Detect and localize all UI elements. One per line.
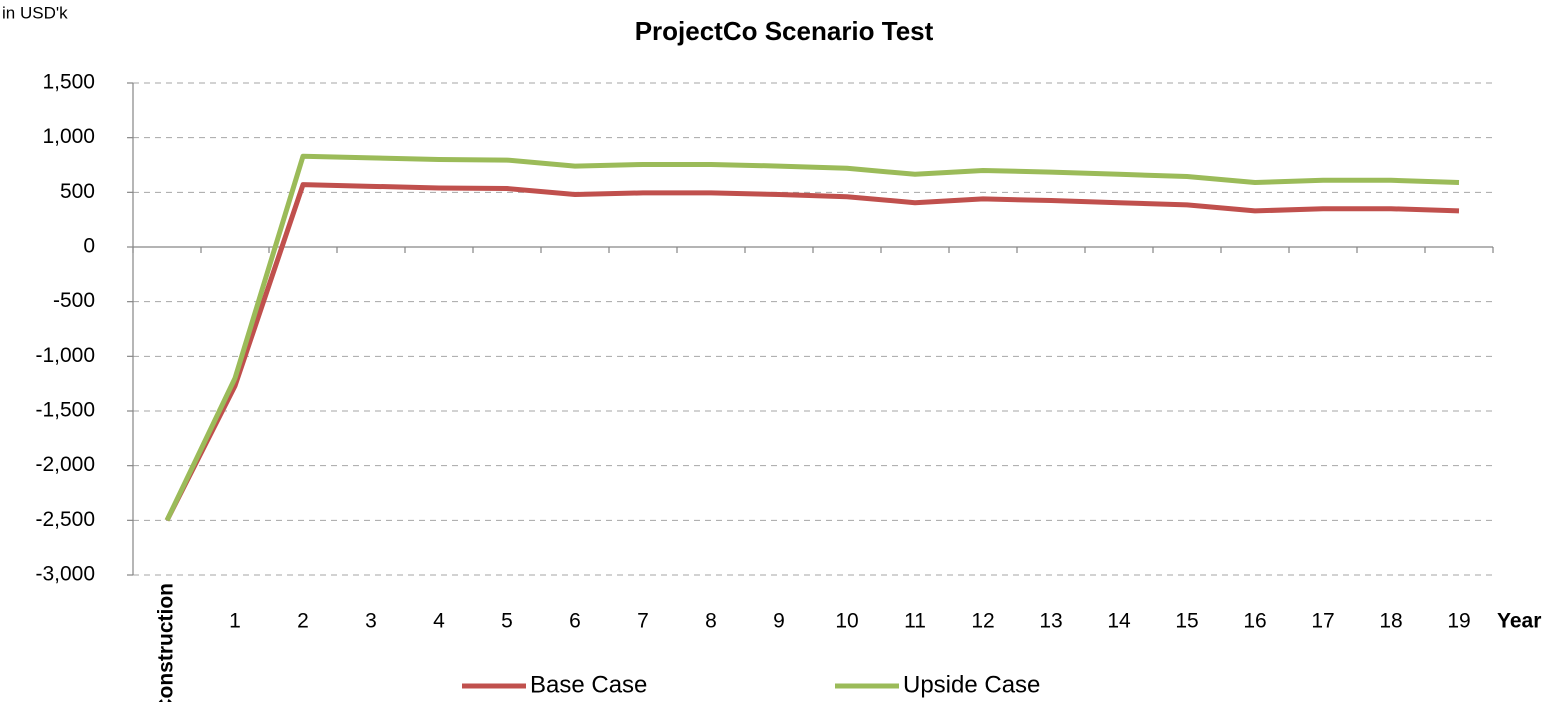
series-line [164,153,1460,522]
x-tick-label: 16 [1243,610,1266,633]
legend-label: Base Case [530,671,647,698]
y-axis-label: in USD'k [2,3,68,22]
x-tick-label: 18 [1379,610,1402,633]
x-axis-label: Year [1497,610,1541,633]
x-tick-label: 6 [569,610,581,633]
chart-title: ProjectCo Scenario Test [635,16,934,46]
y-tick-label: -500 [53,289,95,312]
y-tick-label: 500 [60,180,95,203]
x-tick-label: 4 [433,610,445,633]
x-tick-label: 7 [637,610,649,633]
x-tick-label: 11 [904,610,926,633]
x-tick-label: 10 [835,610,858,633]
x-tick-label: 15 [1175,610,1198,633]
x-tick-label: 5 [501,610,513,633]
y-tick-label: 0 [83,235,95,258]
x-tick-label: 13 [1039,610,1062,633]
y-tick-label: 1,000 [42,125,95,148]
y-tick-label: -3,000 [35,563,95,586]
x-tick-label: 8 [705,610,717,633]
legend-label: Upside Case [903,671,1040,698]
x-tick-label: 9 [773,610,785,633]
y-tick-label: 1,500 [42,71,95,94]
x-tick-label: 3 [365,610,377,633]
x-tick-label: 1 [229,610,241,633]
x-tick-label: Construction [155,583,178,702]
x-tick-label: 17 [1311,610,1334,633]
y-tick-label: -2,000 [35,453,95,476]
y-tick-label: -1,500 [35,399,95,422]
x-tick-label: 2 [297,610,309,633]
y-tick-label: -2,500 [35,508,95,531]
series-line [164,182,1460,522]
x-tick-label: 14 [1107,610,1131,633]
x-tick-label: 19 [1447,610,1470,633]
x-tick-label: 12 [971,610,994,633]
y-tick-label: -1,000 [35,344,95,367]
